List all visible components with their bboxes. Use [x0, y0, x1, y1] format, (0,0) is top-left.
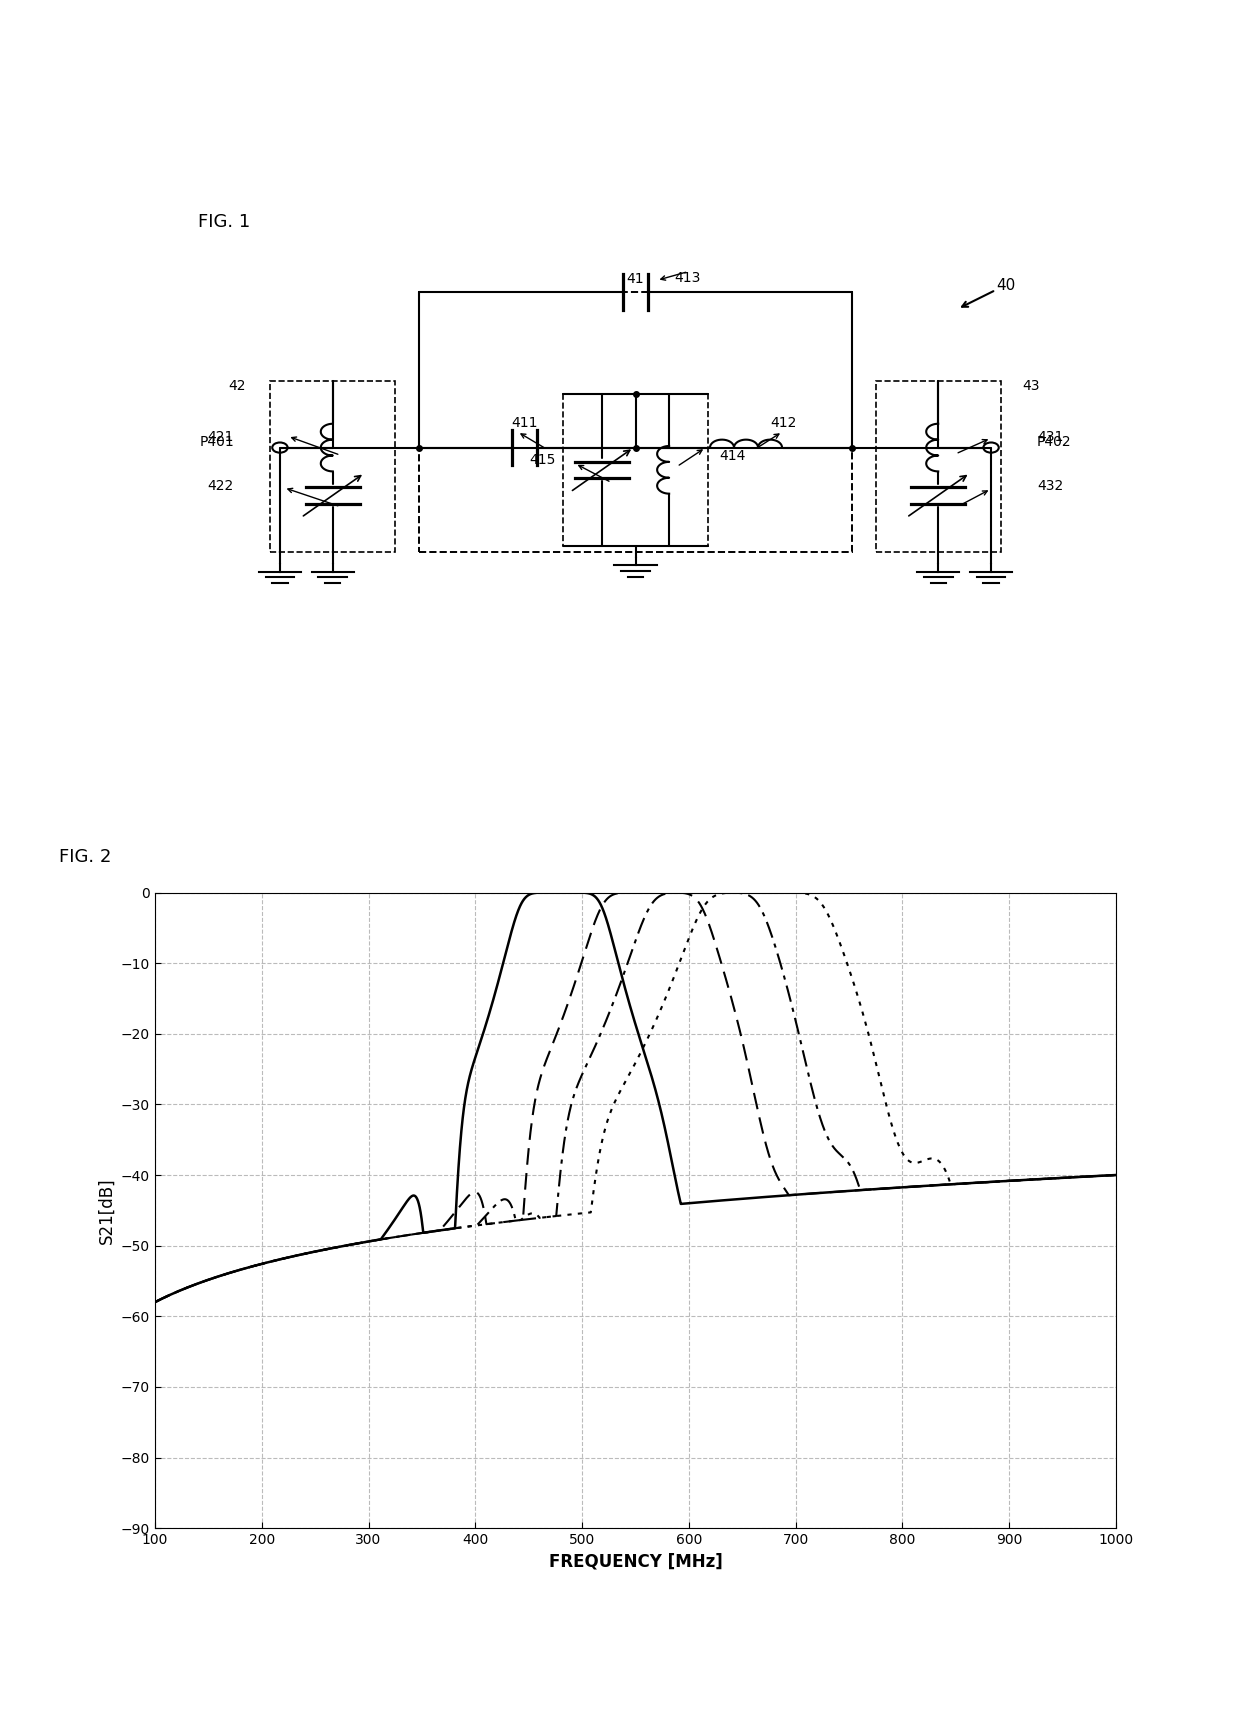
Text: 414: 414	[719, 448, 745, 464]
Text: P402: P402	[1037, 436, 1071, 450]
Text: P401: P401	[200, 436, 234, 450]
Text: 412: 412	[770, 417, 796, 431]
Text: 422: 422	[207, 479, 233, 493]
Text: 415: 415	[529, 453, 556, 467]
Y-axis label: S21[dB]: S21[dB]	[97, 1178, 115, 1243]
Text: 421: 421	[207, 431, 233, 445]
Text: 40: 40	[996, 278, 1016, 294]
Text: FIG. 2: FIG. 2	[58, 848, 112, 865]
Text: FIG. 1: FIG. 1	[198, 213, 250, 230]
Text: 432: 432	[1038, 479, 1064, 493]
Text: 411: 411	[512, 417, 538, 431]
Text: 43: 43	[1023, 379, 1040, 393]
Text: 413: 413	[675, 271, 701, 285]
Text: 42: 42	[228, 379, 246, 393]
Text: 41: 41	[626, 271, 645, 287]
Text: 431: 431	[1038, 431, 1064, 445]
X-axis label: FREQUENCY [MHz]: FREQUENCY [MHz]	[548, 1552, 723, 1571]
